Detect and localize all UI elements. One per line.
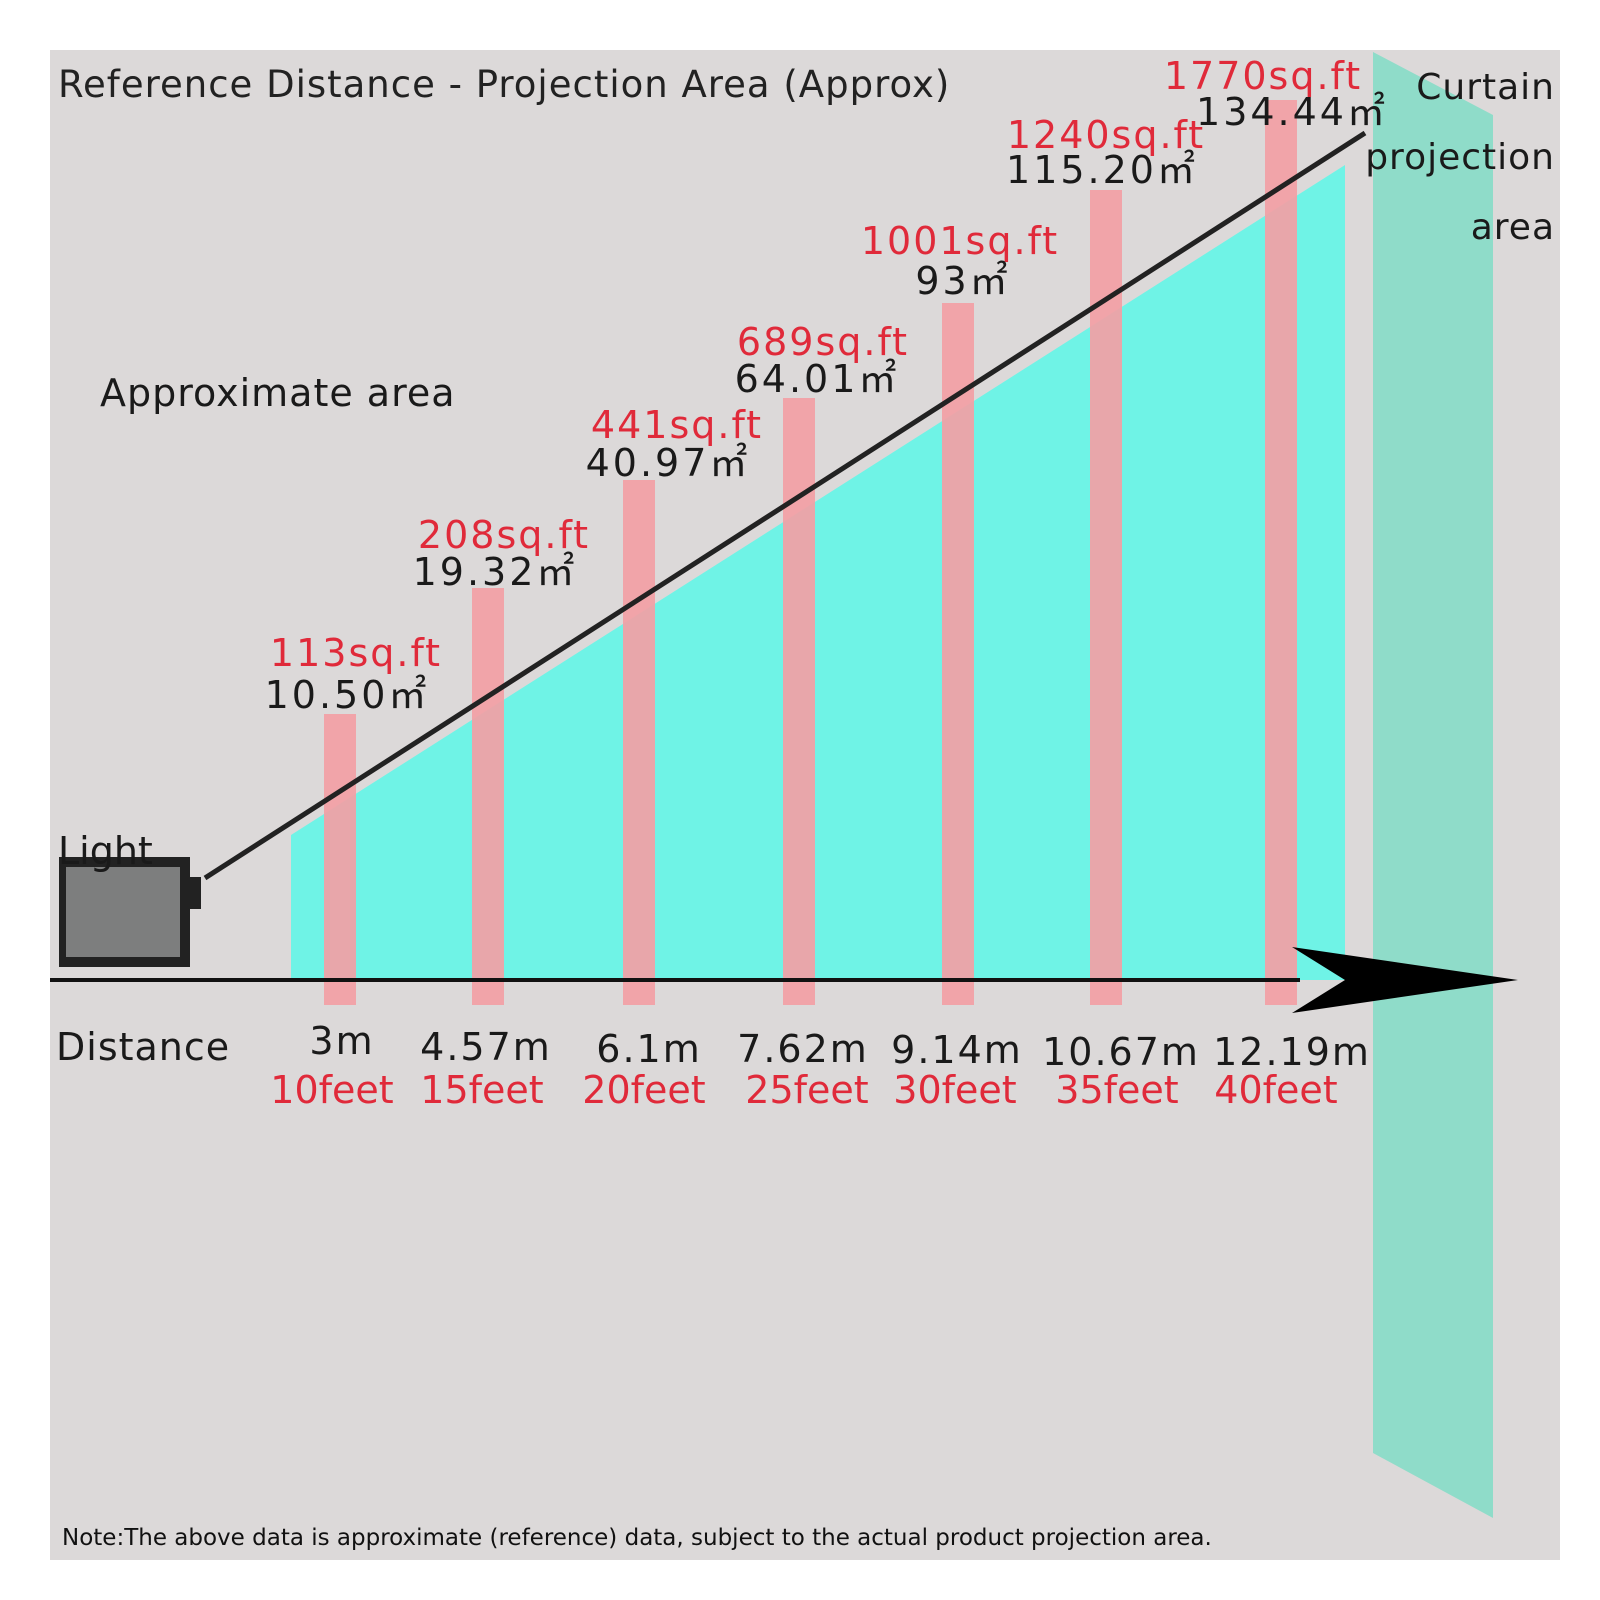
area-sqft-label: 1240sq.ft bbox=[1006, 113, 1206, 157]
distance-feet-label: 15feet bbox=[420, 1068, 544, 1112]
distance-bar bbox=[1265, 100, 1297, 1005]
distance-label: Distance bbox=[56, 1025, 231, 1069]
distance-feet-label: 40feet bbox=[1214, 1068, 1338, 1112]
area-sqm-label: 134.44㎡ bbox=[1196, 90, 1388, 134]
distance-meters-label: 10.67m bbox=[1042, 1030, 1200, 1074]
distance-feet-label: 20feet bbox=[582, 1068, 706, 1112]
distance-bar bbox=[623, 480, 655, 1005]
area-sqft-label: 1770sq.ft bbox=[1163, 54, 1363, 98]
area-sqm-label: 10.50㎡ bbox=[264, 673, 430, 717]
distance-arrowhead bbox=[1292, 947, 1518, 1013]
curtain-label: Curtain bbox=[1416, 67, 1555, 108]
distance-bar bbox=[472, 588, 504, 1005]
area-sqft-label: 441sq.ft bbox=[590, 403, 764, 447]
page-title: Reference Distance - Projection Area (Ap… bbox=[58, 63, 951, 106]
distance-bar bbox=[942, 303, 974, 1005]
area-sqft-label: 1001sq.ft bbox=[860, 219, 1060, 263]
light-device-icon bbox=[59, 857, 201, 967]
distance-meters-label: 9.14m bbox=[891, 1028, 1023, 1072]
distance-feet-label: 30feet bbox=[893, 1068, 1017, 1112]
distance-meters-label: 3m bbox=[309, 1019, 375, 1063]
projection-label: projection bbox=[1365, 137, 1555, 178]
footnote: Note:The above data is approximate (refe… bbox=[62, 1525, 1212, 1551]
area-sqft-label: 689sq.ft bbox=[736, 320, 910, 364]
distance-bar bbox=[324, 714, 356, 1005]
light-beam bbox=[291, 165, 1345, 980]
curtain-panel bbox=[1373, 52, 1493, 1518]
distance-meters-label: 7.62m bbox=[737, 1027, 869, 1071]
area-sqm-label: 40.97㎡ bbox=[585, 441, 751, 485]
area-sqm-label: 93㎡ bbox=[915, 259, 1011, 303]
area-sqft-label: 113sq.ft bbox=[269, 631, 443, 675]
area-label: area bbox=[1470, 207, 1555, 248]
area-sqft-label: 208sq.ft bbox=[417, 513, 591, 557]
distance-meters-label: 6.1m bbox=[596, 1027, 702, 1071]
distance-feet-label: 10feet bbox=[270, 1068, 394, 1112]
distance-feet-label: 35feet bbox=[1055, 1068, 1179, 1112]
light-label: Light bbox=[58, 829, 153, 873]
distance-meters-label: 12.19m bbox=[1213, 1030, 1371, 1074]
area-sqm-label: 19.32㎡ bbox=[412, 550, 578, 594]
area-sqm-label: 64.01㎡ bbox=[734, 357, 900, 401]
approximate-area-label: Approximate area bbox=[100, 371, 456, 415]
distance-meters-label: 4.57m bbox=[420, 1025, 552, 1069]
area-sqm-label: 115.20㎡ bbox=[1006, 148, 1198, 192]
distance-feet-label: 25feet bbox=[745, 1068, 869, 1112]
beam-edge-line bbox=[203, 130, 1367, 881]
distance-bars bbox=[324, 100, 1297, 1005]
distance-bar bbox=[1090, 190, 1122, 1005]
